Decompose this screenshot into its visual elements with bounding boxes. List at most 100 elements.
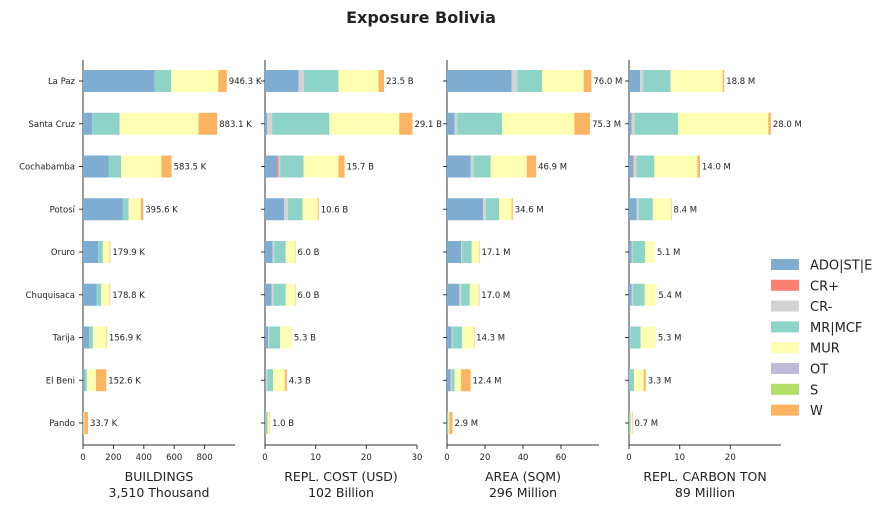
bar-segment [269, 326, 281, 349]
bar-segment [271, 283, 274, 306]
x-tick-label: 0 [626, 453, 631, 463]
x-tick-label: 20 [361, 453, 372, 463]
bar-segment [265, 412, 266, 434]
bar-segment [633, 155, 637, 178]
total-label: 178.8 K [112, 291, 145, 301]
bar-segment [447, 283, 460, 306]
bar-segment [267, 369, 274, 392]
bar-segment [636, 155, 655, 178]
total-label: 15.7 B [347, 163, 375, 173]
bar-segment [447, 112, 455, 135]
bar-segment [629, 326, 631, 349]
bar-segment [461, 283, 470, 306]
category-label: Santa Cruz [28, 120, 75, 130]
total-label: 33.7 K [90, 419, 118, 429]
bar-segment [630, 412, 633, 434]
total-label: 34.6 M [515, 205, 544, 215]
bar-segment [266, 369, 268, 392]
x-axis-label: AREA (SQM) [485, 469, 561, 484]
total-label: 28.0 M [773, 120, 802, 130]
bar-segment [102, 241, 110, 263]
bar-segment [473, 326, 475, 349]
bar-segment [678, 112, 769, 135]
x-tick-label: 0 [444, 453, 449, 463]
bar-segment [526, 155, 537, 178]
bar-segment [273, 369, 285, 392]
legend-swatch [771, 342, 799, 354]
bar-segment [629, 241, 632, 263]
category-label: Tarija [52, 334, 75, 344]
bar-segment [121, 155, 162, 178]
total-label: 179.9 K [112, 248, 145, 258]
bar-segment [317, 198, 319, 221]
bar-segment [83, 283, 97, 306]
bar-segment [499, 198, 512, 221]
bar-segment [278, 155, 281, 178]
bar-segment [265, 198, 285, 221]
bar-segment [629, 112, 632, 135]
bar-segment [643, 369, 646, 392]
total-label: 5.3 B [294, 334, 316, 344]
bar-segment [583, 70, 592, 92]
bar-segment [265, 241, 273, 263]
bar-segment [83, 198, 123, 221]
bar-segment [511, 198, 513, 221]
bar-segment [631, 283, 634, 306]
total-label: 17.0 M [481, 291, 510, 301]
legend-label: MUR [810, 342, 840, 357]
bar-segment [294, 241, 296, 263]
bar-segment [447, 412, 449, 434]
bar-segment [92, 326, 107, 349]
bar-segment [450, 369, 452, 392]
total-label: 0.7 M [635, 419, 659, 429]
bar-segment [84, 412, 89, 434]
bar-segment [457, 112, 503, 135]
bar-segment [629, 70, 641, 92]
bar-segment [95, 369, 107, 392]
total-label: 152.6 K [108, 376, 141, 386]
bar-segment [265, 369, 267, 392]
total-label: 14.0 M [702, 163, 731, 173]
total-label: 946.3 K [229, 77, 262, 87]
bar-segment [171, 70, 219, 92]
bar-segment [265, 326, 269, 349]
legend-label: CR- [810, 300, 833, 315]
bar-segment [629, 412, 630, 434]
bar-segment [218, 70, 227, 92]
bar-segment [285, 283, 295, 306]
bar-segment [471, 241, 479, 263]
bar-segment [473, 155, 491, 178]
x-axis-label: BUILDINGS [125, 469, 194, 484]
bar-segment [502, 112, 575, 135]
total-label: 583.5 K [174, 163, 207, 173]
bar-segment [86, 369, 96, 392]
bar-segment [629, 155, 634, 178]
bar-segment [629, 198, 637, 221]
bar-segment [490, 155, 527, 178]
x-tick-label: 800 [196, 453, 212, 463]
bar-segment [98, 241, 103, 263]
bar-segment [462, 241, 472, 263]
bar-segment [83, 70, 155, 92]
bar-segment [454, 112, 458, 135]
bar-segment [633, 283, 645, 306]
bar-segment [285, 241, 295, 263]
bar-segment [483, 198, 486, 221]
bar-segment [640, 70, 644, 92]
category-label: Chuquisaca [26, 291, 75, 301]
bar-segment [447, 198, 484, 221]
total-label: 76.0 M [593, 77, 622, 87]
total-label: 75.3 M [592, 120, 621, 130]
category-label: Pando [49, 419, 75, 429]
total-label: 6.0 B [297, 291, 319, 301]
legend-swatch [771, 363, 799, 374]
total-label: 8.4 M [674, 205, 698, 215]
bar-segment [265, 112, 268, 135]
bar-segment [265, 412, 267, 434]
bar-segment [632, 241, 646, 263]
bar-segment [511, 70, 518, 92]
bar-segment [643, 70, 671, 92]
total-label: 12.4 M [473, 376, 502, 386]
legend-swatch [771, 259, 799, 270]
